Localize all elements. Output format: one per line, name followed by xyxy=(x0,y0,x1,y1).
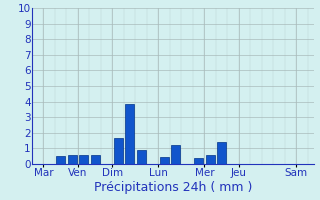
Bar xyxy=(194,158,203,164)
Bar xyxy=(114,138,123,164)
Bar xyxy=(137,150,146,164)
Bar xyxy=(79,155,88,164)
Bar xyxy=(205,155,215,164)
Bar xyxy=(160,157,169,164)
Bar xyxy=(171,144,180,164)
X-axis label: Précipitations 24h ( mm ): Précipitations 24h ( mm ) xyxy=(94,181,252,194)
Bar xyxy=(56,156,65,164)
Bar xyxy=(125,104,134,164)
Bar xyxy=(68,155,77,164)
Bar xyxy=(217,142,226,164)
Bar xyxy=(91,155,100,164)
